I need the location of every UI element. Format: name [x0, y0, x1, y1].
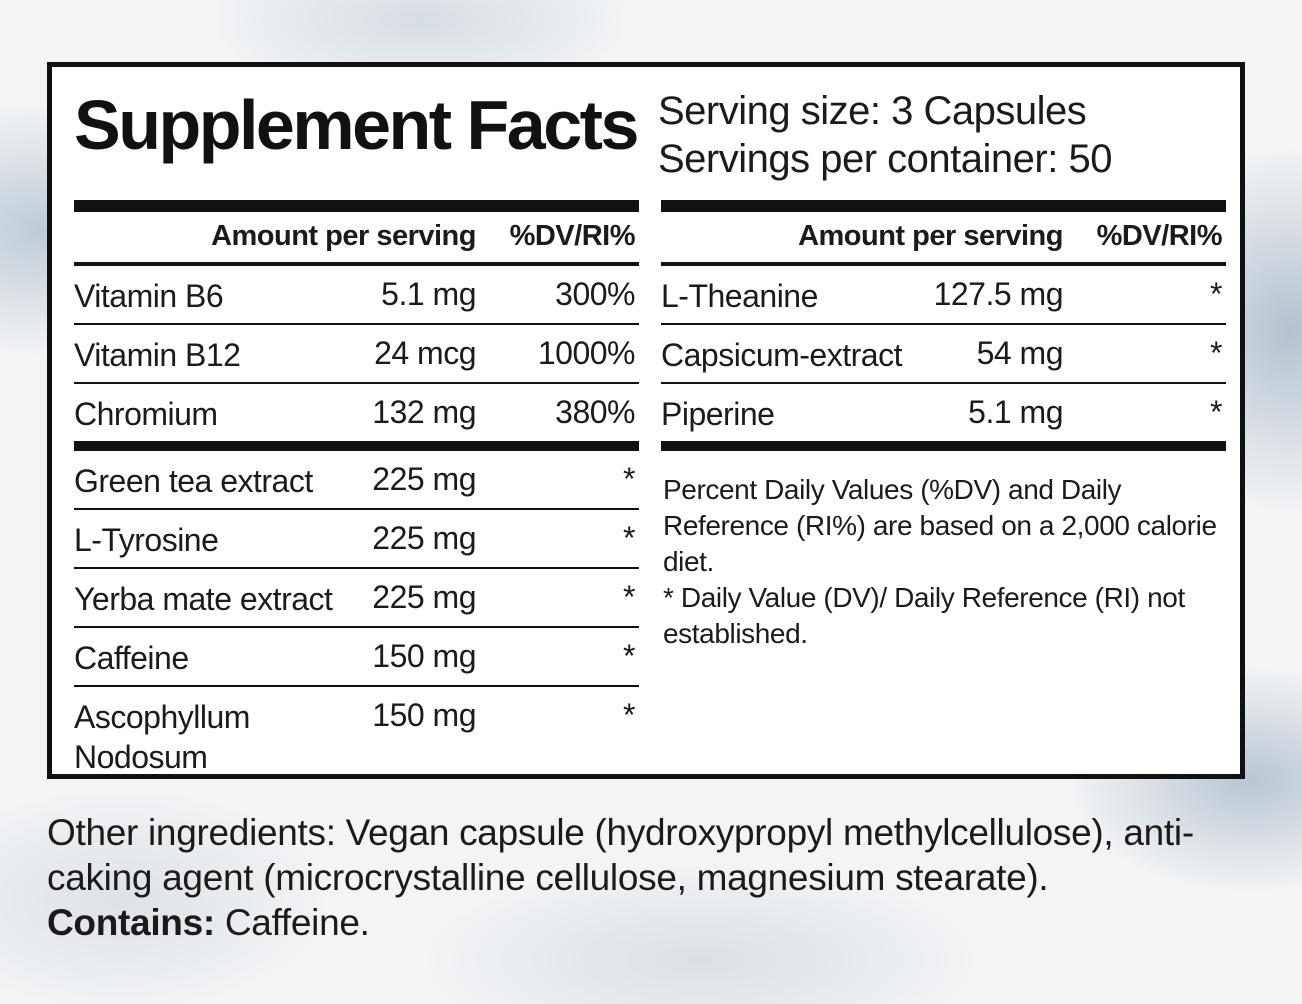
contains-label: Contains: [47, 902, 215, 943]
nutrient-name: Piperine [661, 396, 775, 432]
footnotes: Percent Daily Values (%DV) and Daily Ref… [663, 472, 1223, 652]
table-row: Caffeine 150 mg * [74, 628, 639, 687]
nutrient-dv: * [1210, 276, 1222, 312]
nutrient-name: Vitamin B6 [74, 278, 224, 314]
amount-header: Amount per serving [211, 220, 476, 252]
nutrient-amount: 225 mg [372, 461, 476, 497]
table-row: L-Tyrosine 225 mg * [74, 510, 639, 569]
nutrient-amount: 127.5 mg [933, 276, 1064, 312]
nutrient-name: L-Theanine [661, 278, 818, 314]
other-ingredients: Other ingredients: Vegan capsule (hydrox… [47, 810, 1267, 945]
table-row: Vitamin B12 24 mcg 1000% [74, 325, 639, 384]
table-row: Vitamin B6 5.1 mg 300% [74, 266, 639, 325]
nutrient-amount: 24 mcg [374, 335, 476, 371]
other-ingredients-text: Other ingredients: Vegan capsule (hydrox… [47, 812, 1194, 898]
table-row: L-Theanine 127.5 mg * [661, 266, 1226, 325]
nutrient-dv: 300% [555, 276, 635, 312]
nutrient-name: Capsicum-extract [661, 337, 902, 373]
nutrient-name: Vitamin B12 [74, 337, 241, 373]
nutrient-dv: * [623, 579, 635, 615]
contains-value: Caffeine. [214, 902, 370, 943]
divider-bar [74, 200, 639, 212]
nutrient-dv: * [623, 638, 635, 674]
nutrient-amount: 5.1 mg [381, 276, 476, 312]
nutrient-dv: 380% [555, 394, 635, 430]
supplement-facts-panel: Supplement Facts Serving size: 3 Capsule… [47, 62, 1245, 779]
serving-info: Serving size: 3 Capsules Servings per co… [658, 87, 1112, 183]
nutrient-name: Caffeine [74, 640, 189, 676]
table-row: Chromium 132 mg 380% [74, 384, 639, 451]
nutrient-amount: 150 mg [372, 697, 476, 733]
nutrient-dv: * [1210, 335, 1222, 371]
panel-title: Supplement Facts [74, 86, 639, 164]
amount-header: Amount per serving [798, 220, 1063, 252]
nutrient-dv: * [1210, 394, 1222, 430]
divider-bar [661, 200, 1226, 212]
table-row: Ascophyllum Nodosum 150 mg * [74, 687, 639, 777]
nutrient-name: L-Tyrosine [74, 522, 219, 558]
left-nutrient-table: Amount per serving %DV/RI% Vitamin B6 5.1… [74, 200, 639, 777]
nutrient-amount: 225 mg [372, 520, 476, 556]
nutrient-dv: * [623, 461, 635, 497]
table-row: Capsicum-extract 54 mg * [661, 325, 1226, 384]
contains-line: Contains: Caffeine. [47, 900, 1267, 945]
table-header: Amount per serving %DV/RI% [74, 212, 639, 266]
right-nutrient-table: Amount per serving %DV/RI% L-Theanine 127… [661, 200, 1226, 451]
nutrient-name: Yerba mate extract [74, 581, 333, 617]
nutrient-dv: 1000% [537, 335, 636, 371]
nutrient-name: Chromium [74, 396, 218, 432]
table-row: Green tea extract 225 mg * [74, 451, 639, 510]
nutrient-dv: * [623, 697, 635, 733]
nutrient-amount: 150 mg [372, 638, 476, 674]
footnote-not-established: * Daily Value (DV)/ Daily Reference (RI)… [663, 582, 1185, 649]
dv-header: %DV/RI% [1096, 220, 1223, 252]
nutrient-amount: 54 mg [976, 335, 1064, 371]
table-header: Amount per serving %DV/RI% [661, 212, 1226, 266]
serving-size: Serving size: 3 Capsules [658, 89, 1087, 133]
dv-header: %DV/RI% [509, 220, 636, 252]
nutrient-amount: 5.1 mg [968, 394, 1063, 430]
table-row: Piperine 5.1 mg * [661, 384, 1226, 451]
nutrient-name: Ascophyllum Nodosum [74, 699, 250, 775]
nutrient-amount: 225 mg [372, 579, 476, 615]
nutrient-dv: * [623, 520, 635, 556]
nutrient-name: Green tea extract [74, 463, 313, 499]
table-row: Yerba mate extract 225 mg * [74, 569, 639, 628]
servings-per-container: Servings per container: 50 [658, 137, 1112, 181]
nutrient-amount: 132 mg [372, 394, 476, 430]
footnote-dv-basis: Percent Daily Values (%DV) and Daily Ref… [663, 474, 1217, 577]
